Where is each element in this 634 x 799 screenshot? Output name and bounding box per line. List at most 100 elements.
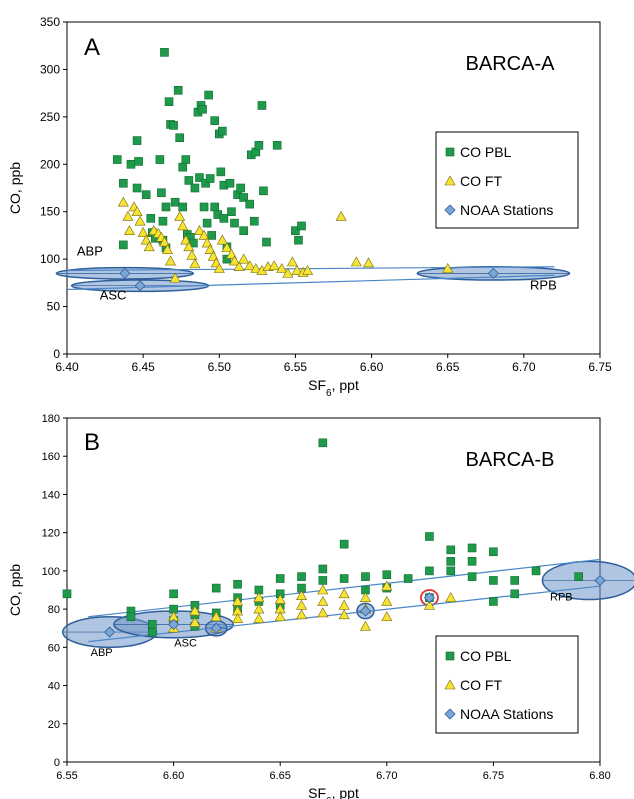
data-point xyxy=(446,557,456,566)
data-point xyxy=(158,236,170,247)
data-point xyxy=(168,618,180,630)
data-point xyxy=(198,104,207,114)
data-point xyxy=(233,261,245,272)
y-axis-label: CO, ppb xyxy=(7,564,23,616)
x-tick-label: 6.70 xyxy=(376,770,397,782)
station-label: ASC xyxy=(100,288,127,303)
legend-box xyxy=(435,131,579,229)
data-point xyxy=(489,597,498,606)
data-point xyxy=(177,220,189,231)
panel-title: BARCA-B xyxy=(466,449,555,471)
data-point xyxy=(201,178,210,188)
y-tick-label: 20 xyxy=(48,719,60,731)
data-point xyxy=(199,202,209,212)
y-tick-label: 0 xyxy=(53,347,60,361)
data-point xyxy=(245,199,255,209)
data-point xyxy=(62,589,72,599)
chart-panel-a: 0 50 100 150 200 250 300 350 6.40 6.45 6.50 6.55 6.6… xyxy=(7,15,612,399)
data-point xyxy=(218,126,227,136)
data-point xyxy=(210,202,220,212)
x-tick-label: 6.75 xyxy=(588,360,612,374)
data-point xyxy=(338,609,350,620)
data-point xyxy=(126,612,136,622)
data-point xyxy=(297,221,306,231)
data-point xyxy=(487,267,499,279)
y-tick-label: 100 xyxy=(42,566,60,578)
data-point xyxy=(275,574,285,583)
y-tick-label: 100 xyxy=(40,252,60,266)
data-point xyxy=(574,572,583,581)
x-tick-label: 6.65 xyxy=(436,360,460,374)
data-point xyxy=(117,196,129,207)
data-point xyxy=(216,234,228,245)
data-point xyxy=(359,605,372,617)
data-point xyxy=(143,241,155,252)
data-point xyxy=(195,173,204,182)
panel-title: BARCA-A xyxy=(466,53,556,75)
y-tick-label: 60 xyxy=(48,642,60,654)
data-point xyxy=(169,272,181,283)
data-point xyxy=(141,190,151,199)
data-point xyxy=(254,141,264,150)
data-point xyxy=(296,609,308,620)
plot-frame xyxy=(66,21,601,355)
data-point xyxy=(123,225,135,235)
data-point xyxy=(219,214,229,223)
data-point xyxy=(119,267,131,279)
data-point xyxy=(359,592,371,602)
data-point xyxy=(170,197,180,207)
series-noaa-stations xyxy=(104,574,606,638)
data-point xyxy=(122,210,134,221)
data-point xyxy=(253,592,265,602)
x-tick-label: 6.50 xyxy=(208,360,232,374)
y-tick-label: 150 xyxy=(40,205,60,219)
data-point xyxy=(425,566,434,576)
x-tick-label: 6.60 xyxy=(360,360,384,374)
y-tick-label: 40 xyxy=(48,681,60,693)
data-point xyxy=(213,263,225,273)
data-point xyxy=(274,611,286,622)
data-point xyxy=(205,174,215,183)
data-point xyxy=(294,235,303,245)
y-tick-label: 350 xyxy=(40,15,60,29)
data-point xyxy=(317,595,329,606)
station-label: ABP xyxy=(77,243,103,258)
panel-letter: B xyxy=(84,429,100,456)
data-point xyxy=(272,141,282,150)
y-tick-label: 0 xyxy=(54,757,60,769)
data-point xyxy=(140,234,152,245)
data-point xyxy=(169,121,178,130)
legend: CO PBL CO FT NOAA Stations xyxy=(435,635,579,734)
x-tick-label: 6.55 xyxy=(56,770,77,782)
data-point xyxy=(161,244,174,254)
data-point xyxy=(282,267,294,278)
series-noaa-stations xyxy=(119,267,499,292)
data-point xyxy=(232,613,244,623)
data-point xyxy=(180,234,192,245)
station-label: RPB xyxy=(530,277,557,292)
y-tick-label: 200 xyxy=(40,157,60,171)
legend-marker xyxy=(445,147,455,157)
data-point xyxy=(467,543,477,553)
data-point xyxy=(350,256,362,267)
legend: CO PBL CO FT NOAA Stations xyxy=(435,131,579,229)
y-tick-label: 80 xyxy=(48,604,60,616)
data-point xyxy=(423,592,436,604)
data-point xyxy=(361,572,370,581)
data-point xyxy=(446,545,456,555)
data-point xyxy=(155,155,165,164)
data-point xyxy=(216,167,226,177)
y-tick-label: 300 xyxy=(40,62,60,76)
data-point xyxy=(198,229,210,240)
y-tick-label: 50 xyxy=(47,300,61,314)
legend-label: CO PBL xyxy=(460,144,512,160)
data-point xyxy=(335,210,347,221)
envelope-line xyxy=(66,274,555,291)
y-tick-label: 120 xyxy=(42,528,60,540)
data-point xyxy=(253,613,265,623)
data-point xyxy=(445,592,457,602)
data-point xyxy=(233,579,242,589)
data-point xyxy=(221,242,233,253)
legend-marker xyxy=(444,708,456,720)
data-point xyxy=(134,157,143,166)
